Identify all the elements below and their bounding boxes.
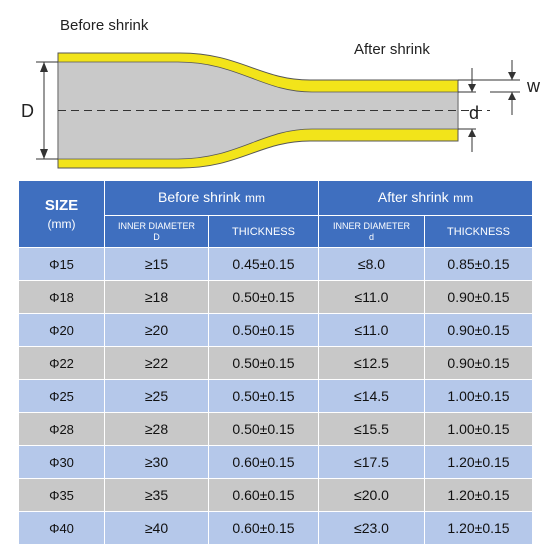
size-cell: Φ35 [18, 478, 105, 512]
after-thickness-cell: 1.00±0.15 [423, 379, 534, 413]
after-thickness-header: THICKNESS [423, 215, 534, 248]
table-row: Φ35 ≥35 0.60±0.15 ≤20.0 1.20±0.15 [18, 478, 534, 512]
size-cell: Φ30 [18, 445, 105, 479]
after-diameter-cell: ≤23.0 [318, 511, 425, 545]
after-thickness-cell: 1.20±0.15 [423, 478, 534, 512]
before-diameter-cell: ≥20 [104, 313, 209, 347]
after-thickness-cell: 0.90±0.15 [423, 280, 534, 314]
size-cell: Φ18 [18, 280, 105, 314]
before-thickness-cell: 0.45±0.15 [208, 247, 319, 281]
d-inner-label: d [469, 103, 479, 123]
before-inner-diameter-header: INNER DIAMETER D [104, 215, 209, 248]
after-diameter-cell: ≤11.0 [318, 280, 425, 314]
after-shrink-header: After shrink mm [317, 180, 534, 216]
before-thickness-cell: 0.60±0.15 [208, 445, 319, 479]
before-thickness-cell: 0.60±0.15 [208, 478, 319, 512]
spec-table: SIZE (mm) Before shrink mm After shrink … [18, 180, 534, 545]
d-outer-label: D [21, 101, 34, 121]
table-row: Φ30 ≥30 0.60±0.15 ≤17.5 1.20±0.15 [18, 445, 534, 479]
after-diameter-cell: ≤11.0 [318, 313, 425, 347]
table-row: Φ25 ≥25 0.50±0.15 ≤14.5 1.00±0.15 [18, 379, 534, 413]
before-thickness-cell: 0.50±0.15 [208, 379, 319, 413]
after-inner-diameter-header: INNER DIAMETER d [318, 215, 425, 248]
before-thickness-cell: 0.60±0.15 [208, 511, 319, 545]
before-thickness-cell: 0.50±0.15 [208, 346, 319, 380]
before-diameter-cell: ≥25 [104, 379, 209, 413]
size-cell: Φ22 [18, 346, 105, 380]
after-thickness-cell: 1.20±0.15 [423, 511, 534, 545]
after-thickness-cell: 1.20±0.15 [423, 445, 534, 479]
after-diameter-cell: ≤17.5 [318, 445, 425, 479]
w-label: w [526, 76, 541, 96]
before-shrink-unit: mm [244, 191, 265, 205]
table-row: Φ22 ≥22 0.50±0.15 ≤12.5 0.90±0.15 [18, 346, 534, 380]
after-thickness-cell: 1.00±0.15 [423, 412, 534, 446]
before-diameter-cell: ≥35 [104, 478, 209, 512]
before-shrink-title: Before shrink [158, 189, 241, 205]
size-header-cell: SIZE (mm) [18, 180, 105, 248]
before-diameter-cell: ≥22 [104, 346, 209, 380]
table-row: Φ18 ≥18 0.50±0.15 ≤11.0 0.90±0.15 [18, 280, 534, 314]
before-thickness-header: THICKNESS [208, 215, 319, 248]
after-diameter-cell: ≤20.0 [318, 478, 425, 512]
size-cell: Φ28 [18, 412, 105, 446]
before-shrink-label: Before shrink [60, 17, 149, 34]
size-cell: Φ40 [18, 511, 105, 545]
size-unit: (mm) [47, 217, 76, 231]
table-row: Φ28 ≥28 0.50±0.15 ≤15.5 1.00±0.15 [18, 412, 534, 446]
after-thickness-cell: 0.90±0.15 [423, 313, 534, 347]
after-shrink-unit: mm [453, 191, 474, 205]
size-cell: Φ20 [18, 313, 105, 347]
size-cell: Φ25 [18, 379, 105, 413]
before-diameter-cell: ≥18 [104, 280, 209, 314]
before-thickness-cell: 0.50±0.15 [208, 412, 319, 446]
before-diameter-cell: ≥28 [104, 412, 209, 446]
after-diameter-cell: ≤8.0 [318, 247, 425, 281]
before-diameter-cell: ≥40 [104, 511, 209, 545]
after-diameter-cell: ≤15.5 [318, 412, 425, 446]
before-thickness-cell: 0.50±0.15 [208, 280, 319, 314]
table-row: Φ20 ≥20 0.50±0.15 ≤11.0 0.90±0.15 [18, 313, 534, 347]
before-diameter-cell: ≥30 [104, 445, 209, 479]
after-shrink-label: After shrink [354, 41, 430, 58]
before-shrink-header: Before shrink mm [104, 180, 319, 216]
size-header: SIZE [44, 197, 79, 214]
after-diameter-cell: ≤14.5 [318, 379, 425, 413]
after-shrink-title: After shrink [377, 189, 449, 205]
before-diameter-cell: ≥15 [104, 247, 209, 281]
after-thickness-cell: 0.90±0.15 [423, 346, 534, 380]
after-diameter-cell: ≤12.5 [318, 346, 425, 380]
table-row: Φ40 ≥40 0.60±0.15 ≤23.0 1.20±0.15 [18, 511, 534, 545]
after-thickness-cell: 0.85±0.15 [423, 247, 534, 281]
size-cell: Φ15 [18, 247, 105, 281]
before-thickness-cell: 0.50±0.15 [208, 313, 319, 347]
shrink-diagram: Before shrink After shrink D d w [21, 17, 541, 169]
table-row: Φ15 ≥15 0.45±0.15 ≤8.0 0.85±0.15 [18, 247, 534, 281]
